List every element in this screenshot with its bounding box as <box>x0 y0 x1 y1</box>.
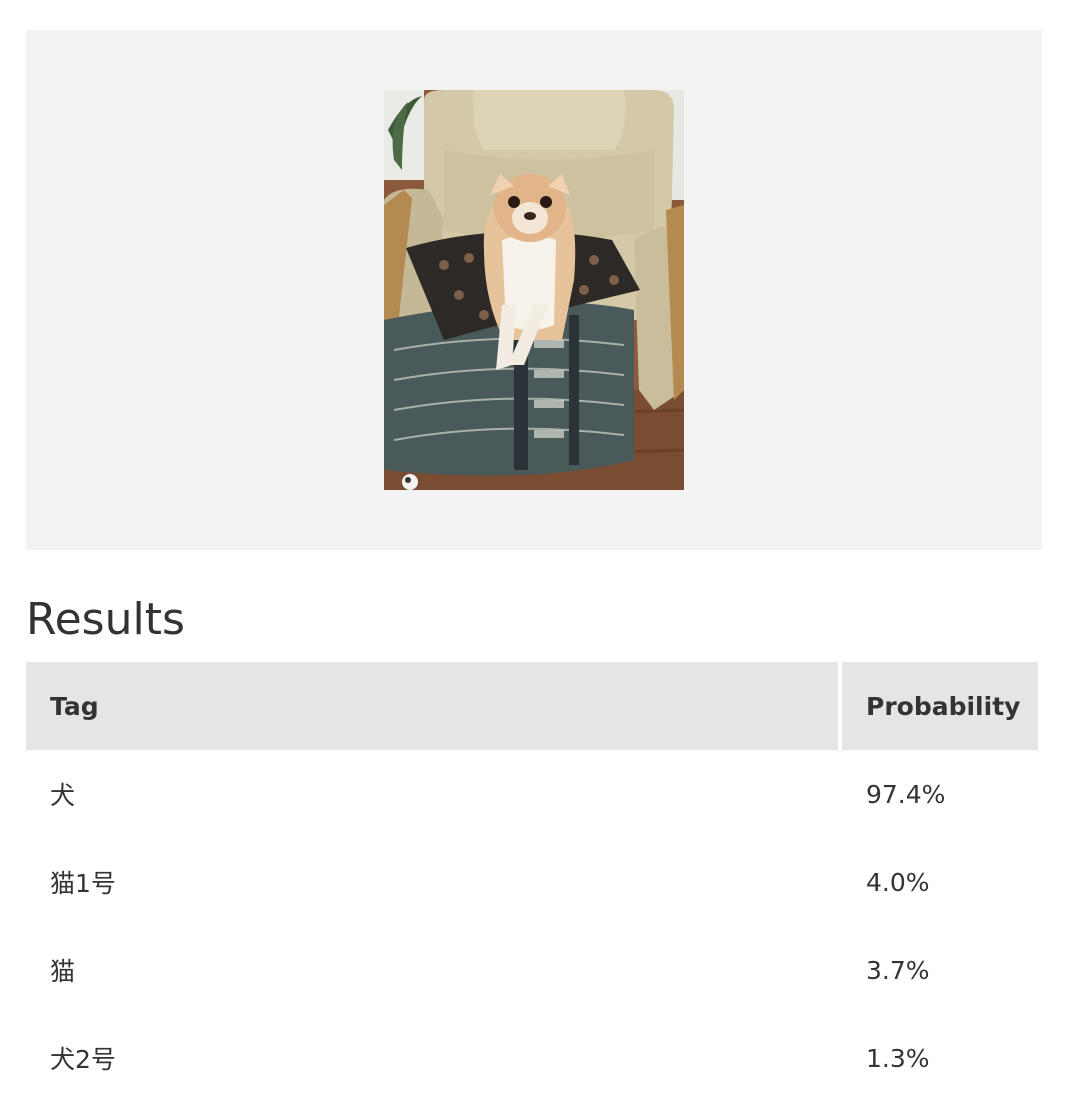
image-preview-panel <box>26 30 1042 550</box>
tag-cell: 犬2号 <box>50 1045 116 1074</box>
results-heading: Results <box>26 594 185 645</box>
tag-cell: 犬 <box>50 781 76 810</box>
table-row: 犬2号 1.3% <box>26 1014 1038 1102</box>
probability-cell: 1.3% <box>866 1043 930 1073</box>
probability-cell: 97.4% <box>866 779 946 809</box>
uploaded-photo <box>384 90 684 490</box>
probability-cell: 4.0% <box>866 867 930 897</box>
probability-cell: 3.7% <box>866 955 930 985</box>
table-row: 犬 97.4% <box>26 750 1038 838</box>
results-table: Tag Probability 犬 97.4% 猫1号 4.0% 猫 3.7% … <box>26 662 1038 1102</box>
tag-cell: 猫 <box>50 957 76 986</box>
column-header-tag: Tag <box>26 662 838 750</box>
table-row: 猫 3.7% <box>26 926 1038 1014</box>
column-header-probability: Probability <box>838 662 1038 750</box>
table-header-row: Tag Probability <box>26 662 1038 750</box>
tag-cell: 猫1号 <box>50 869 116 898</box>
table-row: 猫1号 4.0% <box>26 838 1038 926</box>
